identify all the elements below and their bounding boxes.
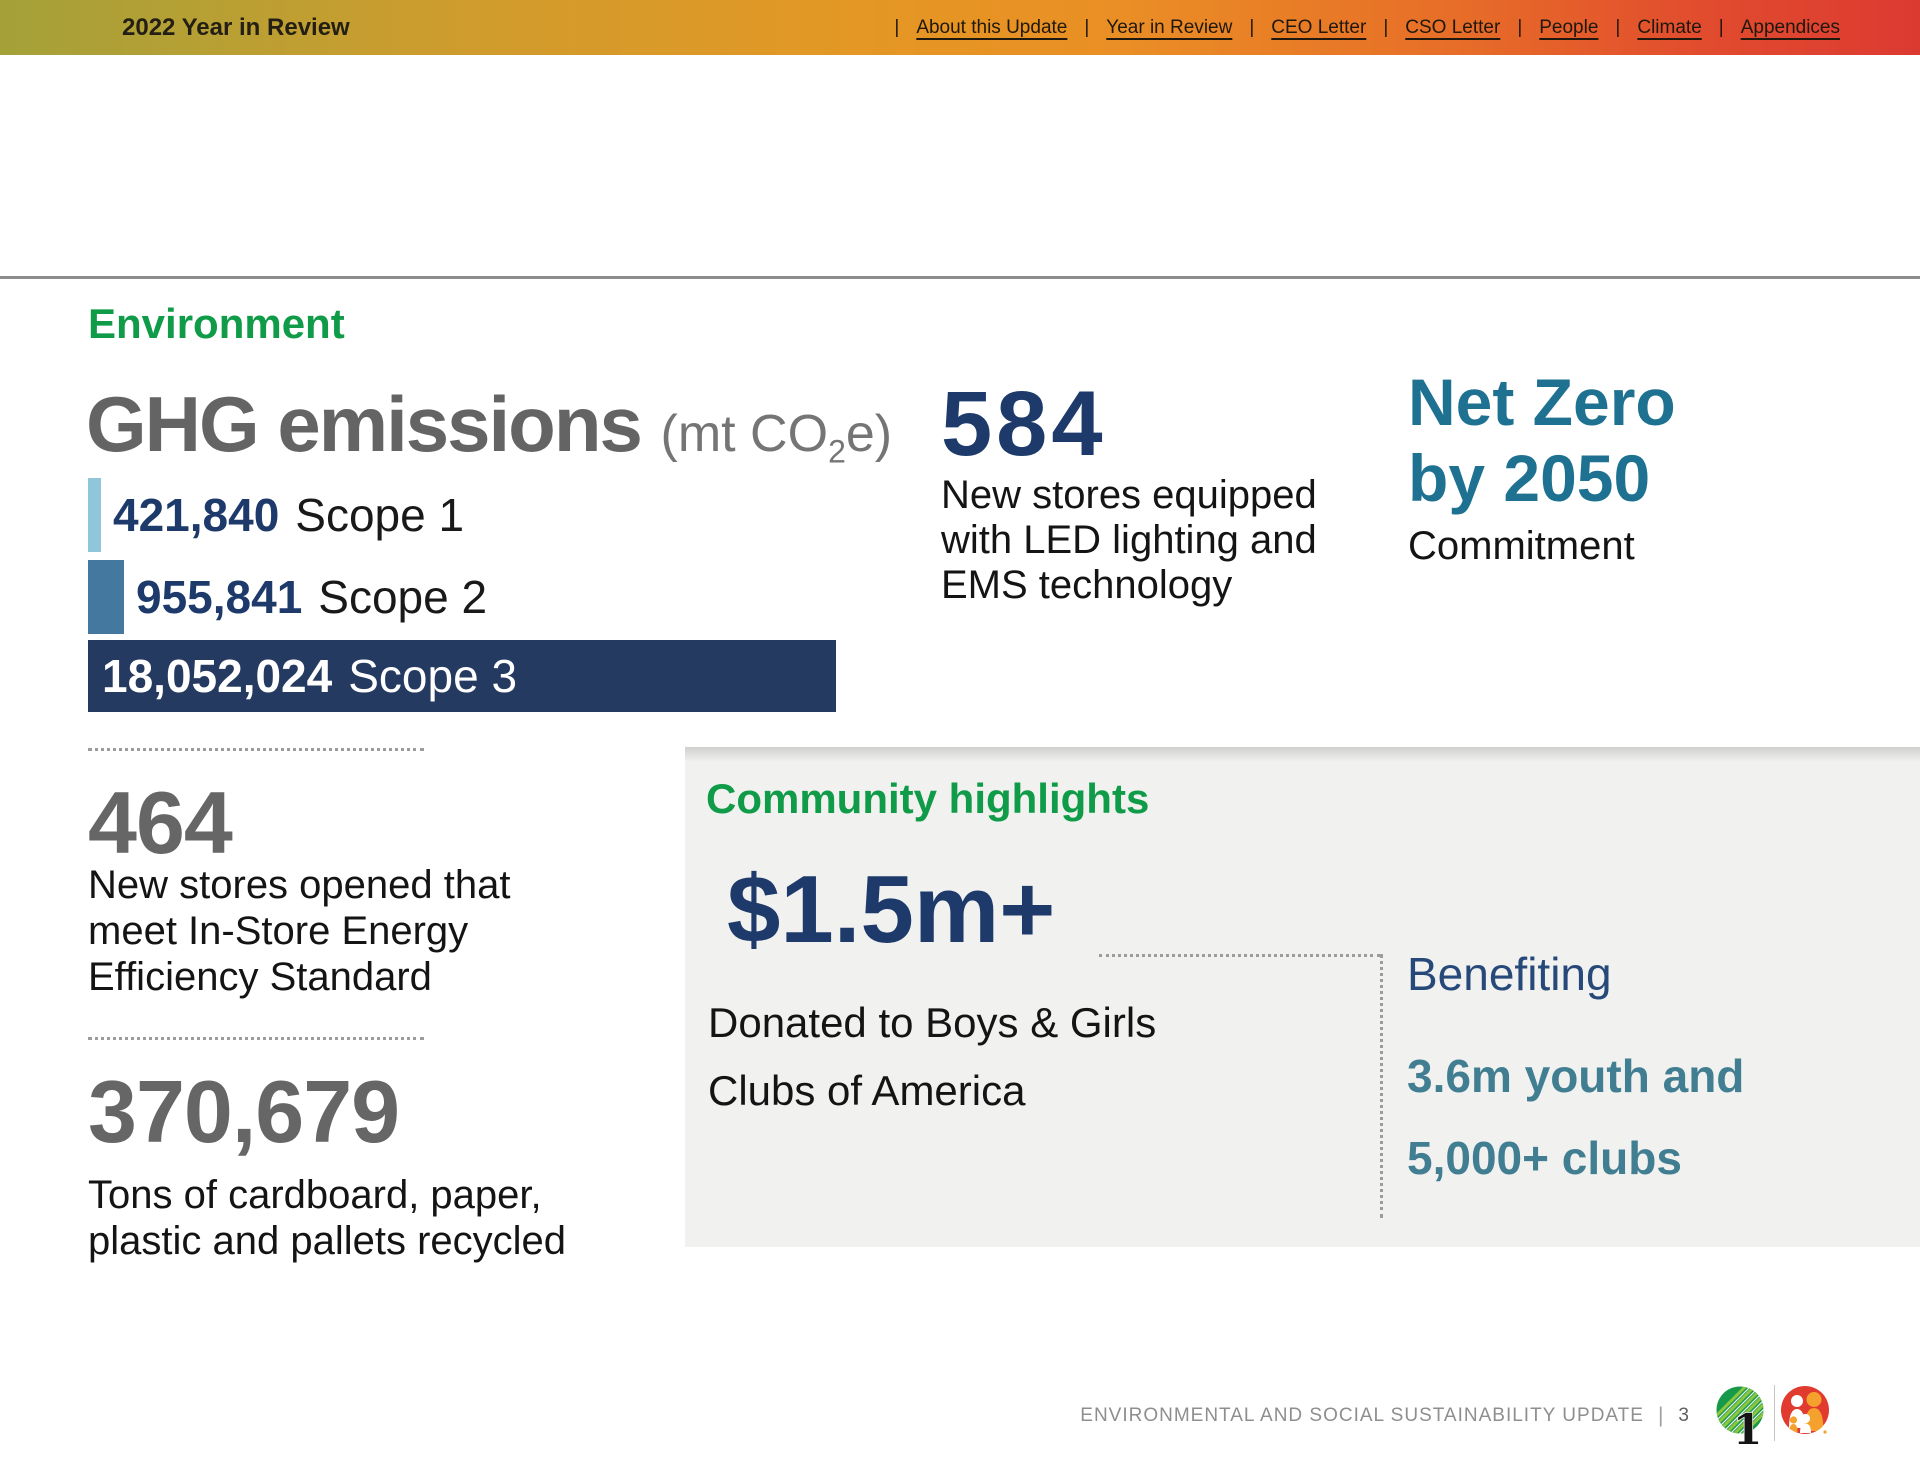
footer-separator: | [1657,1404,1665,1427]
scope2-label: Scope 2 [318,571,488,623]
community-highlights-panel: Community highlights $1.5m+ Donated to B… [685,747,1920,1247]
dotted-connector-vertical [1380,954,1383,1218]
ghg-title-text: GHG emissions [86,380,643,468]
community-highlights-heading: Community highlights [706,775,1150,822]
nav-separator: | [1615,16,1621,38]
stat-efficient-stores-desc: New stores opened that meet In-Store Ene… [88,863,511,999]
ghg-emissions-title: GHG emissions (mt CO2e) [86,379,892,470]
nav-separator: | [1517,16,1523,38]
nav-link-about-this-update[interactable]: About this Update [916,16,1068,38]
section-divider-line [0,276,1920,279]
nav-link-climate[interactable]: Climate [1637,16,1702,38]
header-nav: | About this Update | Year in Review | C… [877,0,1840,55]
chart-bar-row-scope1: 421,840 Scope 1 [88,478,464,552]
benefiting-label: Benefiting [1407,948,1612,1000]
stat-recycled-value: 370,679 [88,1062,400,1161]
ghg-unit: (mt CO2e) [660,405,893,470]
dotted-separator [88,1037,424,1040]
scope1-label: Scope 1 [295,489,465,541]
stat-recycled-desc: Tons of cardboard, paper, plastic and pa… [88,1173,567,1263]
tree-logo-numeral: 1. [1733,1405,1764,1450]
nav-link-ceo-letter[interactable]: CEO Letter [1271,16,1367,38]
scope3-label: Scope 3 [348,650,518,702]
environment-section-label: Environment [88,300,345,347]
nav-separator: | [894,16,900,38]
family-dollar-logo-icon [1780,1386,1830,1455]
header-bar: 2022 Year in Review | About this Update … [0,0,1920,55]
benefiting-value: 3.6m youth and 5,000+ clubs [1407,1050,1745,1184]
donation-amount: $1.5m+ [727,856,1056,963]
stat-led-stores-desc: New stores equipped with LED lighting an… [941,473,1317,607]
dotted-connector-horizontal [1099,954,1380,957]
footer: ENVIRONMENTAL AND SOCIAL SUSTAINABILITY … [1080,1404,1690,1428]
stat-efficient-stores-value: 464 [88,773,233,872]
page-number: 3 [1678,1405,1690,1426]
dotted-separator [88,748,424,751]
footer-title: ENVIRONMENTAL AND SOCIAL SUSTAINABILITY … [1080,1405,1644,1426]
net-zero-commitment-subtitle: Commitment [1408,524,1635,568]
page-title: 2022 Year in Review [122,14,350,41]
nav-link-people[interactable]: People [1539,16,1599,38]
nav-separator: | [1383,16,1389,38]
donation-desc: Donated to Boys & Girls Clubs of America [708,999,1157,1114]
scope3-bar: 18,052,024 Scope 3 [88,640,836,712]
stat-led-stores-value: 584 [941,373,1107,475]
nav-separator: | [1718,16,1724,38]
scope1-bar [88,478,101,552]
dollar-tree-logo-icon: 1. [1716,1386,1778,1455]
chart-bar-row-scope2: 955,841 Scope 2 [88,560,487,634]
nav-link-cso-letter[interactable]: CSO Letter [1405,16,1501,38]
nav-separator: | [1084,16,1090,38]
nav-link-appendices[interactable]: Appendices [1740,16,1840,38]
scope3-value: 18,052,024 [102,650,333,702]
scope2-value: 955,841 [136,571,303,623]
scope1-value: 421,840 [113,489,280,541]
nav-separator: | [1249,16,1255,38]
net-zero-commitment-title: Net Zero by 2050 [1408,365,1676,515]
scope2-bar [88,560,124,634]
nav-link-year-in-review[interactable]: Year in Review [1106,16,1233,38]
logo-divider-line [1774,1385,1775,1441]
